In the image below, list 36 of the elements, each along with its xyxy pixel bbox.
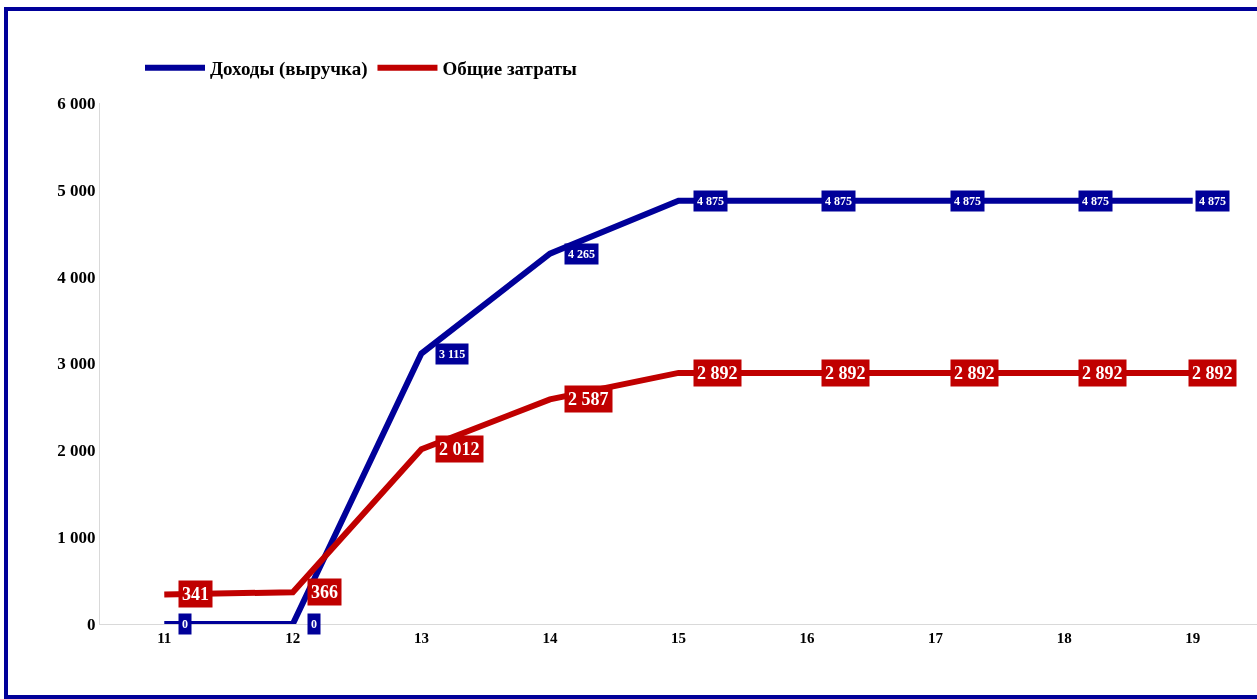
data-label: 4 875: [697, 194, 724, 208]
data-label: 366: [311, 582, 338, 602]
data-label: 0: [182, 617, 188, 631]
x-tick-label: 15: [671, 630, 686, 646]
data-label: 3 115: [439, 347, 466, 361]
x-tick-label: 18: [1056, 630, 1072, 646]
data-label: 2 892: [825, 363, 866, 383]
x-tick-label: 13: [413, 630, 429, 646]
data-label: 0: [311, 617, 317, 631]
data-label: 2 892: [954, 363, 995, 383]
y-tick-label: 2 000: [57, 441, 96, 461]
y-tick-label: 0: [87, 614, 96, 634]
data-label: 341: [182, 584, 209, 604]
y-tick-label: 5 000: [57, 180, 96, 200]
data-label: 2 892: [1082, 363, 1123, 383]
data-label: 4 875: [1199, 194, 1226, 208]
data-label: 4 875: [954, 194, 981, 208]
data-label: 2 892: [1192, 363, 1233, 383]
y-tick-label: 4 000: [57, 267, 96, 287]
data-label: 4 875: [1082, 194, 1109, 208]
y-tick-label: 1 000: [57, 528, 96, 548]
data-label: 2 012: [439, 439, 480, 459]
legend-label: Общие затраты: [442, 58, 578, 80]
legend-label: Доходы (выручка): [210, 58, 368, 81]
y-tick-label: 3 000: [57, 354, 96, 374]
x-tick-label: 16: [799, 630, 816, 646]
x-tick-label: 14: [542, 630, 558, 646]
data-label: 2 892: [697, 363, 738, 383]
x-tick-label: 12: [285, 630, 301, 646]
x-tick-label: 17: [928, 630, 944, 646]
data-label: 4 265: [568, 247, 595, 261]
x-tick-label: 11: [157, 630, 172, 646]
y-tick-label: 6 000: [57, 93, 96, 113]
data-label: 2 587: [568, 389, 609, 409]
x-tick-label: 19: [1185, 630, 1201, 646]
data-label: 4 875: [825, 194, 852, 208]
